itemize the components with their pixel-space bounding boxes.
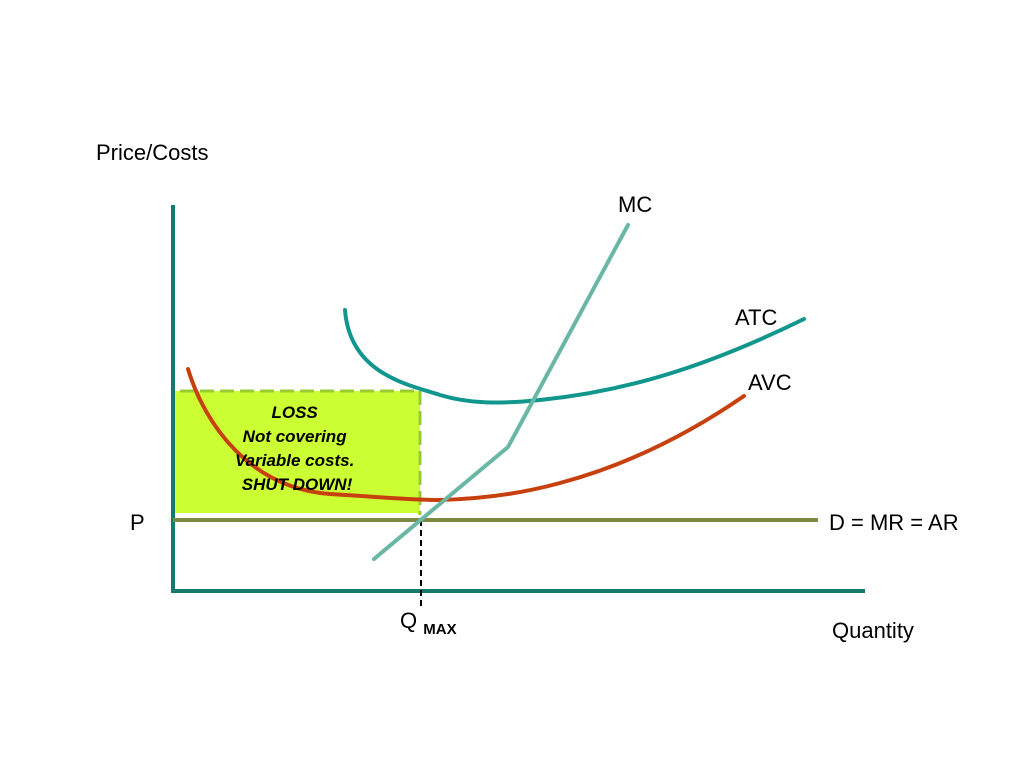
atc-label: ATC	[735, 305, 777, 330]
qmax-main: Q	[400, 608, 417, 633]
loss-line-2: Not covering	[243, 427, 348, 446]
loss-line-3: Variable costs.	[235, 451, 354, 470]
loss-line-1: LOSS	[271, 403, 318, 422]
loss-line-4: SHUT DOWN!	[242, 475, 353, 494]
qmax-sub: MAX	[423, 621, 456, 638]
y-axis-label: Price/Costs	[96, 140, 208, 165]
demand-label: D = MR = AR	[829, 510, 959, 535]
loss-area-border	[180, 389, 422, 515]
loss-text: LOSS Not covering Variable costs. SHUT D…	[235, 403, 359, 494]
mc-curve	[372, 223, 630, 561]
price-label: P	[130, 510, 145, 535]
mc-label: MC	[618, 192, 652, 217]
x-axis-label: Quantity	[832, 618, 914, 643]
avc-label: AVC	[748, 370, 792, 395]
avc-curve	[186, 367, 746, 503]
qmax-label: Q MAX	[400, 608, 457, 638]
atc-curve	[343, 308, 806, 405]
loss-area	[175, 391, 420, 515]
